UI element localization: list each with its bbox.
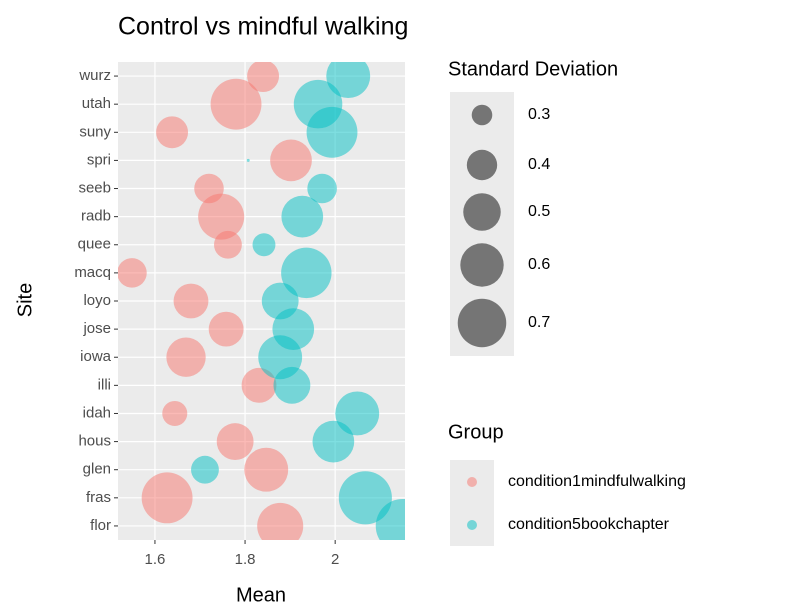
bubble [210,78,262,130]
x-tick-label: 1.6 [145,551,166,568]
bubble [247,62,280,93]
size-legend-key [466,149,498,181]
bubble [281,247,332,299]
bubble [252,233,276,257]
size-legend-key [471,104,493,126]
color-legend-keys [450,460,494,546]
bubble [208,311,244,347]
y-tick-label: glen [83,461,111,478]
y-tick-label: spri [87,151,111,168]
x-tick-label: 2 [331,551,339,568]
y-tick-label: macq [74,264,111,281]
y-tick-label: illi [98,376,111,393]
bubble [270,139,312,182]
y-tick-label: iowa [80,348,112,365]
bubble [198,193,245,240]
y-tick-label: loyo [83,292,111,309]
size-legend-key [463,193,501,231]
bubble [326,62,371,99]
bubble [246,158,250,162]
bubble [338,471,392,525]
y-tick-label: fras [86,489,111,506]
bubble [307,173,337,204]
bubble [191,455,219,484]
bubble [118,258,147,288]
size-legend-label: 0.4 [528,156,550,173]
y-tick-label: jose [82,320,111,337]
bubble [244,447,289,492]
bubble [156,116,189,149]
bubble [257,502,304,540]
bubble [194,173,224,204]
bubble [216,423,254,461]
size-legend-label: 0.7 [528,314,550,331]
points [118,62,405,540]
x-tick-label: 1.8 [235,551,256,568]
bubble [335,391,380,436]
y-tick-label: flor [90,517,111,534]
y-tick-label: utah [82,95,111,112]
chart-title: Control vs mindful walking [118,13,408,41]
legend-label: condition5bookchapter [508,516,670,533]
bubble [173,283,209,319]
bubble [261,282,299,320]
legend-swatch [467,477,477,487]
y-tick-label: suny [79,123,111,140]
y-tick-label: seeb [78,179,111,196]
y-tick-label: idah [83,404,111,421]
bubble [293,79,343,129]
size-legend-label: 0.3 [528,106,550,123]
size-legend-key [460,243,504,287]
bubble [312,420,355,463]
legend-swatch [467,520,477,530]
bubble [141,472,193,524]
y-tick-label: radb [81,208,111,225]
x-axis-label: Mean [236,584,286,606]
y-tick-label: wurz [78,67,111,84]
size-legend-label: 0.6 [528,256,550,273]
bubble [281,195,324,238]
bubble [241,367,277,403]
size-legend-key [457,298,507,348]
color-legend-title: Group [448,421,504,443]
size-legend-title: Standard Deviation [448,58,618,80]
y-axis-label: Site [14,283,36,317]
size-legend-label: 0.5 [528,203,550,220]
legend-label: condition1mindfulwalking [508,473,686,490]
bubble [166,337,206,377]
y-tick-label: hous [78,433,111,450]
bubble [162,400,188,426]
y-tick-label: quee [78,236,111,253]
